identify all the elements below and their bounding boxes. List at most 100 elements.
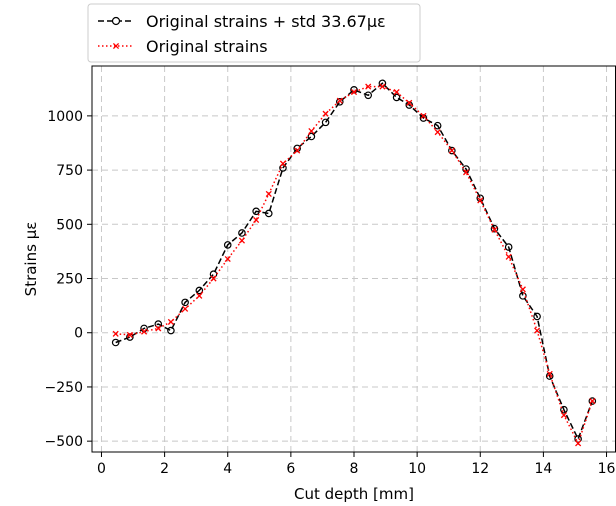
data-point bbox=[141, 328, 148, 335]
data-point-stroke bbox=[265, 190, 272, 198]
series-line-0 bbox=[115, 82, 594, 441]
data-point bbox=[491, 226, 498, 233]
data-point-stroke bbox=[294, 147, 301, 154]
data-point bbox=[238, 229, 246, 237]
data-point bbox=[574, 435, 582, 443]
data-point bbox=[406, 99, 413, 106]
data-point bbox=[350, 88, 358, 96]
data-point bbox=[533, 312, 541, 321]
data-point bbox=[336, 97, 343, 104]
data-point-stroke bbox=[420, 112, 427, 119]
legend-label-series-1: Original strains bbox=[146, 37, 268, 56]
data-point bbox=[589, 397, 596, 405]
data-point bbox=[419, 114, 428, 122]
data-point bbox=[379, 83, 386, 90]
data-point bbox=[505, 253, 512, 260]
series-layer bbox=[111, 79, 597, 447]
data-point bbox=[350, 86, 358, 94]
data-point bbox=[265, 190, 272, 198]
legend-box bbox=[87, 3, 421, 63]
data-point-stroke bbox=[155, 325, 162, 332]
data-point bbox=[546, 370, 553, 377]
data-point-stroke bbox=[350, 88, 358, 96]
data-point bbox=[490, 224, 499, 233]
data-point-stroke bbox=[112, 330, 119, 337]
data-point bbox=[433, 121, 442, 130]
data-point bbox=[252, 207, 260, 216]
y-axis-label: Strains µε bbox=[22, 222, 40, 297]
data-point bbox=[588, 397, 597, 405]
data-point bbox=[463, 169, 470, 176]
data-point-stroke bbox=[463, 169, 470, 176]
data-point-stroke bbox=[534, 327, 541, 334]
data-point-stroke bbox=[336, 97, 343, 104]
data-point bbox=[534, 327, 541, 334]
data-point bbox=[209, 270, 218, 278]
data-point bbox=[420, 112, 427, 119]
data-point-stroke bbox=[379, 83, 386, 90]
y-tick-label: 0 bbox=[74, 326, 83, 342]
y-tick-label: −500 bbox=[45, 434, 83, 450]
data-point bbox=[182, 305, 189, 312]
data-point bbox=[111, 338, 120, 347]
x-tick-label: 2 bbox=[160, 461, 169, 477]
ticks: 0 2 4 6 8 10 12 14 16 −500 −250 0 250 500 750 1000 bbox=[45, 109, 616, 477]
data-point bbox=[519, 286, 526, 293]
data-point bbox=[519, 292, 527, 300]
x-tick-label: 8 bbox=[350, 461, 359, 477]
x-tick-label: 4 bbox=[223, 461, 232, 477]
data-point bbox=[393, 88, 400, 96]
data-point bbox=[223, 241, 232, 249]
legend-marker-series-0 bbox=[111, 16, 121, 26]
data-point bbox=[210, 275, 217, 282]
data-point bbox=[293, 144, 301, 153]
data-point bbox=[238, 237, 245, 244]
data-point bbox=[294, 147, 301, 154]
y-tick-label: 1000 bbox=[47, 109, 83, 125]
data-point-stroke bbox=[253, 216, 260, 224]
data-point bbox=[448, 146, 456, 155]
y-tick-label: −250 bbox=[45, 380, 83, 396]
data-point bbox=[434, 129, 441, 136]
data-point-stroke bbox=[560, 412, 567, 419]
y-tick-label: 500 bbox=[56, 217, 83, 233]
x-tick-label: 14 bbox=[534, 461, 552, 477]
data-point bbox=[224, 255, 231, 263]
y-tick-label: 250 bbox=[56, 272, 83, 288]
data-point-stroke bbox=[196, 292, 203, 299]
data-point bbox=[154, 320, 163, 328]
x-axis-label: Cut depth [mm] bbox=[294, 485, 414, 503]
data-point bbox=[155, 325, 162, 332]
data-point bbox=[279, 160, 287, 167]
data-point-stroke bbox=[434, 129, 441, 136]
data-point bbox=[195, 286, 204, 295]
data-point bbox=[167, 326, 175, 335]
data-point-stroke bbox=[126, 331, 133, 338]
data-point-stroke bbox=[491, 226, 498, 233]
data-point bbox=[335, 97, 344, 106]
data-point bbox=[308, 127, 315, 135]
data-point-stroke bbox=[477, 197, 484, 204]
data-point-stroke bbox=[546, 370, 553, 377]
data-point-stroke bbox=[505, 253, 512, 260]
x-tick-label: 12 bbox=[471, 461, 489, 477]
data-point-stroke bbox=[279, 160, 287, 167]
data-point-stroke bbox=[575, 440, 582, 447]
legend-marker-stroke bbox=[112, 42, 120, 50]
data-point-stroke bbox=[365, 83, 372, 90]
x-tick-label: 0 bbox=[97, 461, 106, 477]
data-point bbox=[504, 243, 513, 251]
data-point-stroke bbox=[224, 255, 231, 263]
data-point bbox=[322, 110, 329, 117]
data-point-stroke bbox=[308, 127, 315, 135]
data-point bbox=[307, 132, 316, 141]
data-point-stroke bbox=[322, 110, 329, 117]
data-point bbox=[477, 197, 484, 204]
legend-marker-series-1 bbox=[112, 42, 120, 50]
data-point bbox=[560, 405, 568, 414]
data-point bbox=[181, 298, 189, 307]
data-point-stroke bbox=[393, 88, 400, 96]
data-point bbox=[448, 147, 455, 154]
